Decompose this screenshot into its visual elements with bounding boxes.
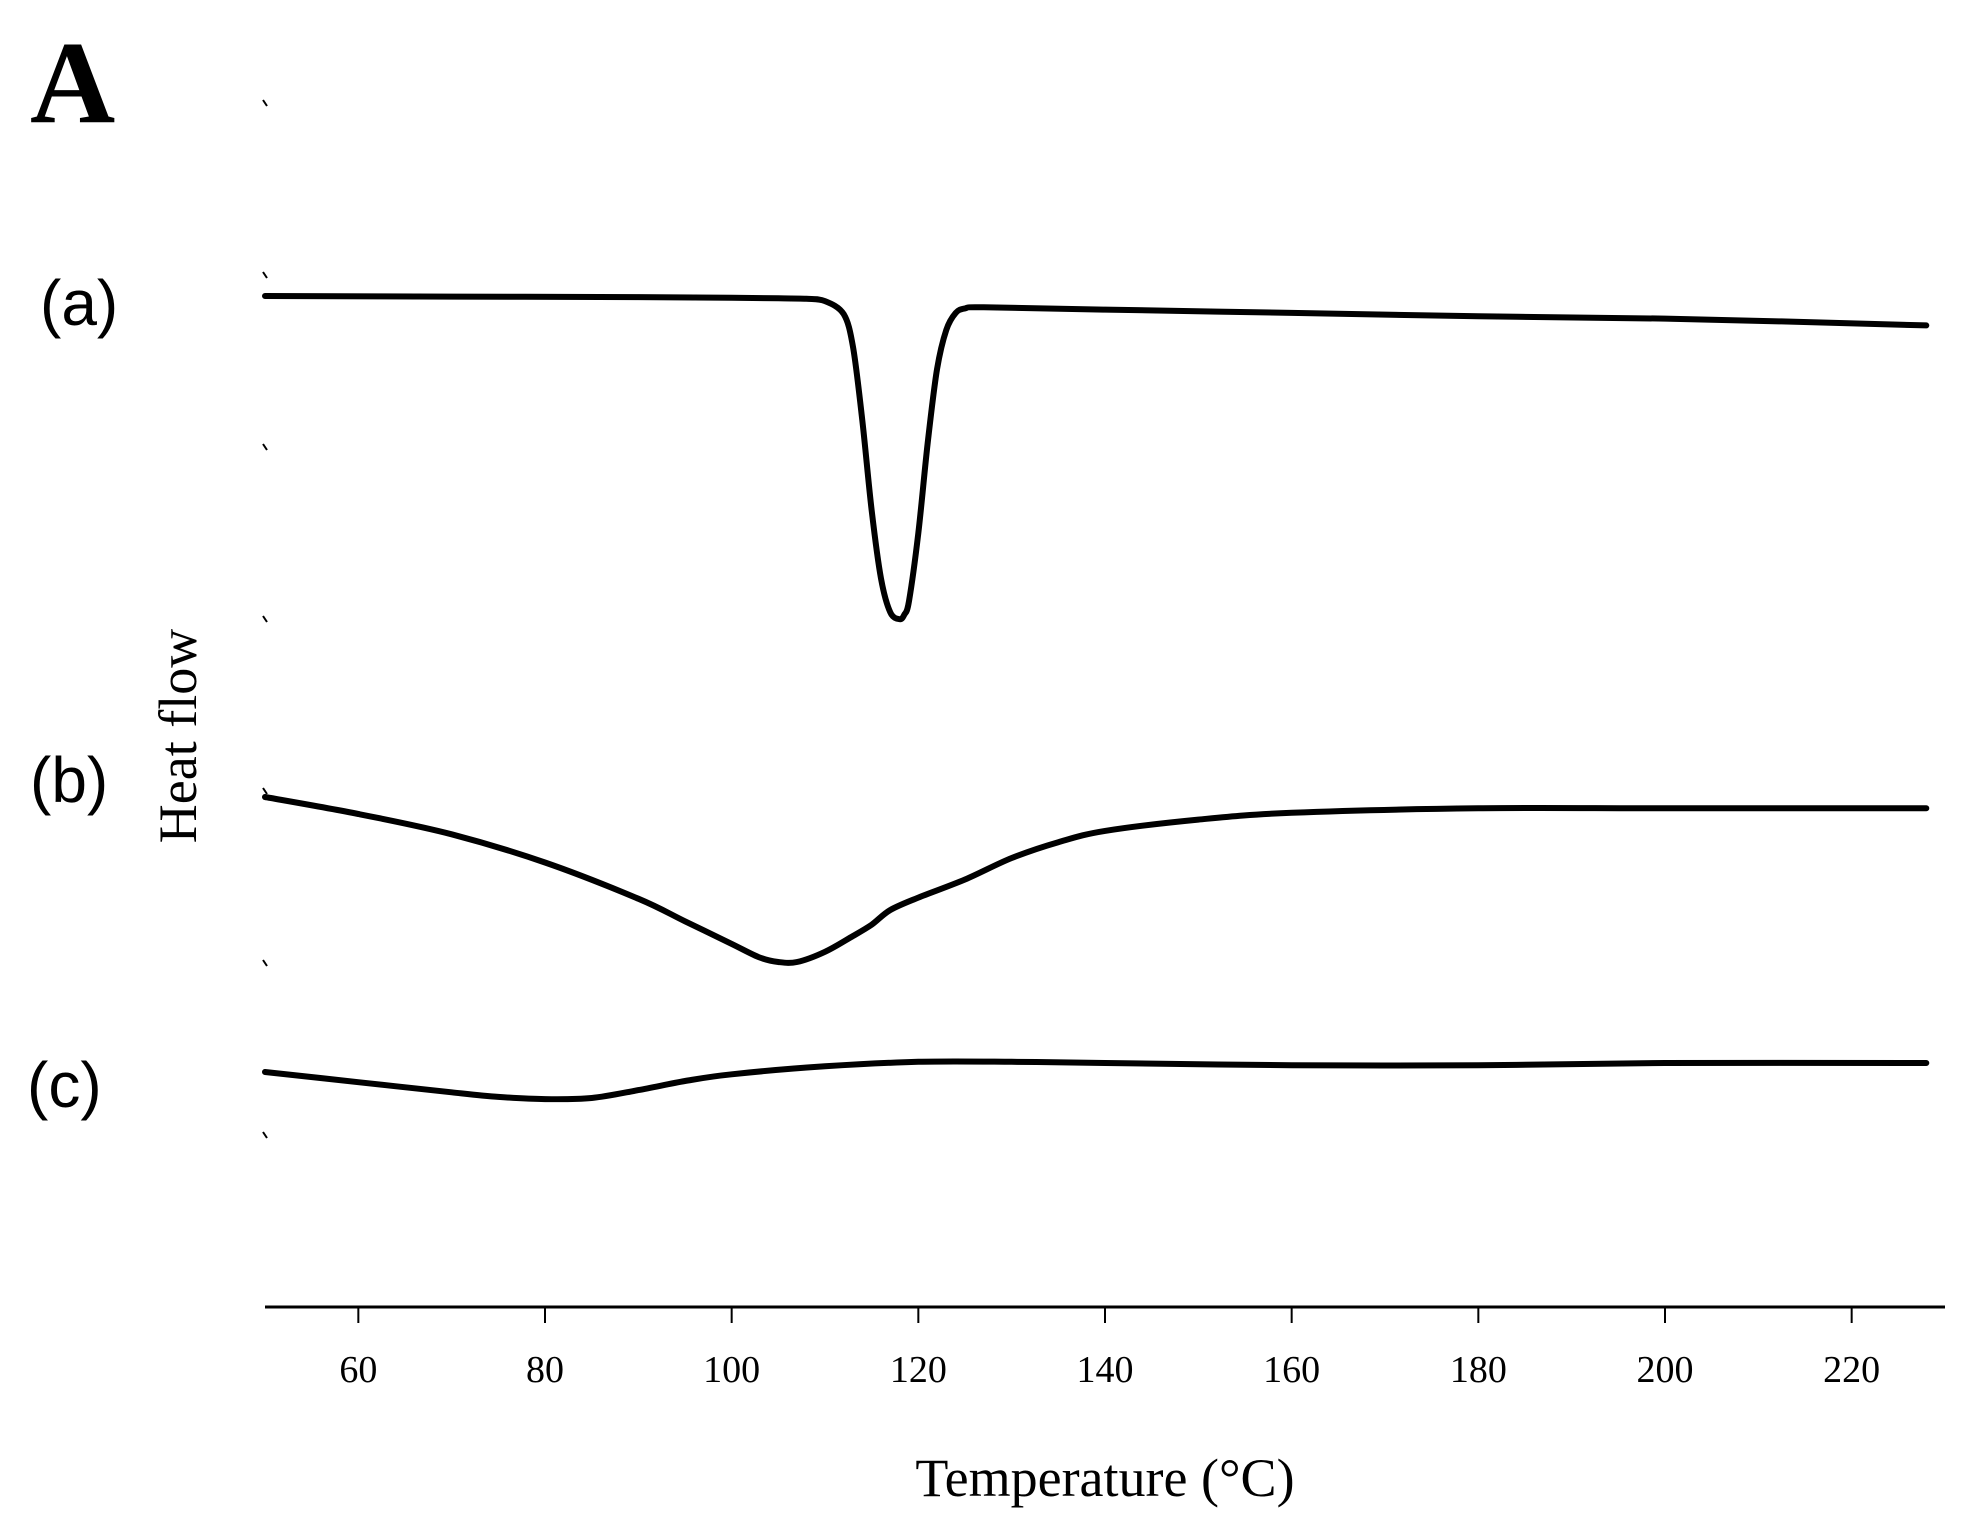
x-axis-ticks: 60 80 100 120 140 160 180 200 220 (339, 1307, 1880, 1391)
x-tick-label: 80 (526, 1349, 564, 1391)
curves-group (262, 293, 1930, 1103)
y-axis-ticks (262, 99, 268, 1139)
x-tick-label: 60 (339, 1349, 377, 1391)
y-axis-title: Heat flow (148, 629, 208, 843)
series-label-a: (a) (40, 267, 118, 339)
y-tick-mark (262, 959, 268, 967)
series-label-c: (c) (27, 1049, 102, 1121)
y-tick-mark (262, 99, 268, 107)
x-tick-label: 180 (1450, 1349, 1507, 1391)
panel-label: A (30, 17, 115, 148)
x-tick-label: 140 (1077, 1349, 1134, 1391)
x-tick-label: 200 (1637, 1349, 1694, 1391)
curve-labels: (a) (b) (c) (27, 267, 118, 1121)
series-line-a (262, 293, 1930, 623)
series-label-b: (b) (30, 744, 108, 816)
x-tick-label: 100 (703, 1349, 760, 1391)
series-line-c (262, 1058, 1930, 1103)
x-axis-title: Temperature (°C) (915, 1448, 1294, 1508)
y-tick-mark (262, 615, 268, 623)
x-tick-label: 120 (890, 1349, 947, 1391)
y-tick-mark (262, 787, 268, 795)
y-tick-mark (262, 271, 268, 279)
y-tick-mark (262, 443, 268, 451)
x-tick-label: 160 (1263, 1349, 1320, 1391)
y-tick-mark (262, 1131, 268, 1139)
x-tick-label: 220 (1823, 1349, 1880, 1391)
series-line-b (262, 794, 1930, 966)
